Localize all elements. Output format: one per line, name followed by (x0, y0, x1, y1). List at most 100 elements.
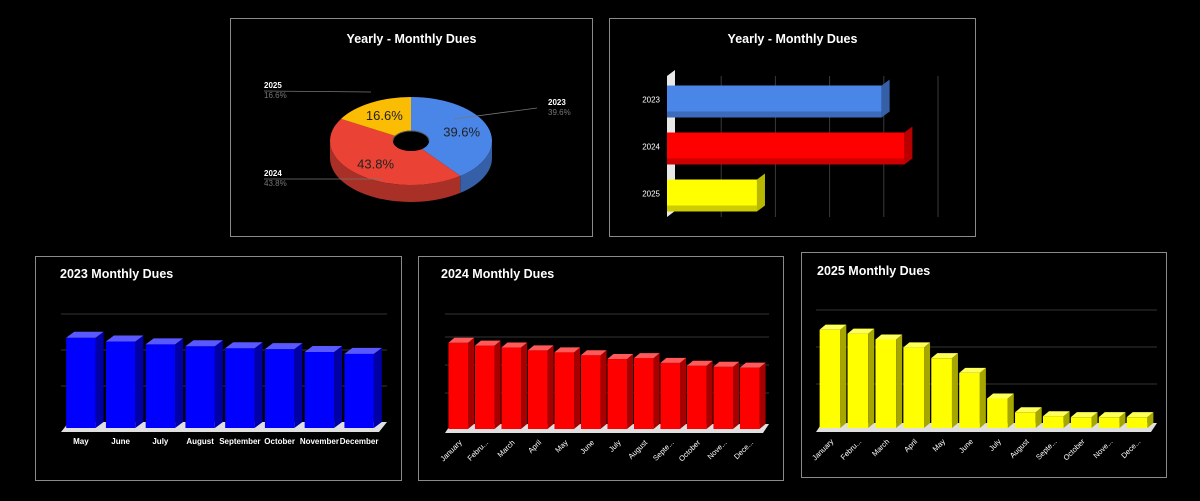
pie-callout-label-2023: 2023 (548, 98, 566, 107)
pie-callout-line-2025 (263, 90, 372, 93)
bar-side-December (373, 347, 382, 428)
bar-top-April (903, 342, 931, 348)
bar-top-June (105, 335, 144, 342)
pie-slice-2025 (341, 97, 411, 136)
dues-2025-panel: 2025 Monthly Dues January Febru... March Ap… (801, 252, 1167, 478)
dues-2023-panel: 2023 Monthly Dues May June July August Septe… (35, 256, 402, 481)
bar-tick-label-Febru...: Febru... (466, 438, 491, 463)
bar-side-September (254, 342, 263, 428)
bar-Septe... (660, 362, 681, 429)
pie-side-2024 (330, 141, 461, 202)
bar-side-July (1007, 393, 1014, 428)
bar-side-August (653, 353, 660, 429)
bar-tick-label-Nove...: Nove... (1091, 437, 1114, 460)
bar-March (501, 347, 522, 429)
bar-tick-label-January: January (438, 438, 463, 463)
bar-October (686, 365, 707, 429)
bar-top-November (304, 346, 343, 352)
bar-top-April (527, 345, 554, 351)
bar-August (633, 358, 654, 429)
bar-May (931, 358, 952, 428)
bar-side-May (951, 353, 958, 428)
bar-side-Dece... (1147, 412, 1154, 428)
bar-tick-label-May: May (553, 438, 570, 455)
dues-2025-title: 2025 Monthly Dues (817, 264, 931, 278)
bar-side-October (706, 360, 713, 429)
bar-August (185, 346, 215, 428)
bar-side-Febru... (494, 340, 501, 429)
hbar-bar-bottom-2023 (667, 111, 882, 118)
hbar-tick-label-2025: 2025 (642, 190, 660, 199)
bar-side-July (175, 338, 184, 428)
bar-July (145, 344, 176, 428)
pie-pct-label-2023: 39.6% (443, 124, 480, 139)
bar-tick-label-May: May (73, 437, 89, 446)
bar-side-Septe... (680, 357, 687, 429)
hbar-bar-bottom-2025 (667, 205, 757, 212)
pie-callout-label-2024: 2024 (264, 169, 282, 178)
bar-January (448, 342, 469, 429)
bar-side-Nove... (733, 361, 740, 429)
bar-tick-label-July: July (607, 438, 623, 454)
bar-side-April (924, 342, 931, 428)
bar-November (304, 352, 335, 428)
bar-top-Dece... (1126, 412, 1154, 418)
bar-top-July (145, 338, 184, 345)
bar-Septe... (1042, 416, 1064, 428)
bar-September (225, 348, 255, 428)
bar-tick-label-October: October (1061, 437, 1087, 463)
bar-side-June (979, 367, 986, 428)
pie-pct-label-2024: 43.8% (357, 157, 394, 172)
pie-slice-2024 (329, 118, 461, 186)
bar-top-May (66, 331, 104, 338)
bar-June (959, 372, 980, 428)
bar-October (1070, 417, 1092, 428)
bar-July (987, 398, 1008, 428)
bar-top-January (819, 324, 847, 330)
yearly-pie-panel: Yearly - Monthly Dues 39.6% 43.8% 16.6% 202… (230, 18, 593, 237)
yearly-pie-chart: 39.6%43.8%16.6%202339.6%202443.8%202516.… (263, 81, 571, 202)
pie-callout-label-2025: 2025 (264, 81, 282, 90)
bar-tick-label-June: June (578, 438, 596, 456)
dues-2024-chart: January Febru... March April May June July Augu… (438, 313, 769, 464)
bar-side-Septe... (1063, 411, 1070, 428)
bar-tick-label-March: March (870, 437, 891, 458)
bar-tick-label-June: June (111, 437, 130, 446)
hbar-tick-label-2024: 2024 (642, 143, 660, 152)
bar-tick-label-October: October (677, 438, 703, 464)
bar-top-August (633, 353, 660, 359)
bar-April (527, 350, 548, 429)
bar-top-May (554, 347, 581, 353)
bar-top-January (448, 337, 475, 343)
bar-side-Febru... (868, 328, 875, 428)
pie-callout-value-2025: 16.6% (264, 91, 287, 100)
bar-top-October (686, 360, 713, 366)
pie-callout-value-2023: 39.6% (548, 108, 571, 117)
bar-June (105, 341, 136, 428)
bar-top-March (501, 342, 528, 348)
bar-side-March (896, 334, 903, 428)
hbar-chart-title: Yearly - Monthly Dues (727, 32, 858, 46)
bar-side-August (214, 340, 223, 428)
bar-top-Febru... (847, 328, 875, 334)
bar-Dece... (1126, 417, 1148, 428)
bar-top-July (607, 354, 634, 360)
pie-pct-label-2025: 16.6% (366, 108, 403, 123)
hbar-bar-bottom-2024 (667, 158, 905, 165)
bar-top-Nove... (713, 361, 740, 367)
hbar-bar-side-2024 (904, 126, 913, 165)
bar-tick-label-August: August (1008, 436, 1032, 460)
bar-April (903, 347, 925, 428)
bar-side-Dece... (759, 362, 766, 429)
bar-Nove... (713, 366, 734, 429)
pie-callout-line-2023 (453, 107, 538, 120)
bar-top-October (1070, 412, 1098, 418)
hbar-bar-side-2023 (881, 79, 890, 118)
bar-Febru... (474, 345, 495, 429)
bar-side-May (574, 347, 581, 429)
bar-side-August (1035, 407, 1042, 428)
dues-2023-chart: May June July August September October Novembe… (61, 313, 387, 446)
bar-December (344, 353, 374, 428)
bar-Dece... (739, 367, 760, 429)
bar-top-March (875, 334, 903, 340)
